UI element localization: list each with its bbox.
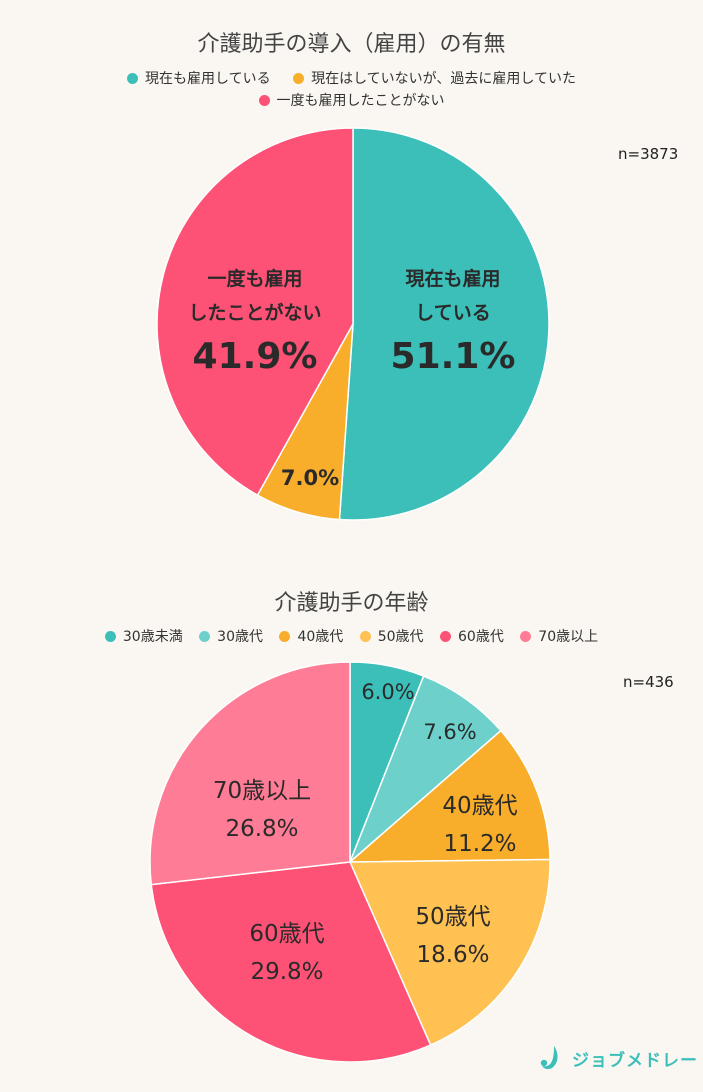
pie-slice xyxy=(149,661,351,886)
legend-dot-icon xyxy=(520,631,532,642)
slice-pct: 26.8% xyxy=(225,816,299,842)
slice-name: 60歳代 xyxy=(249,921,325,947)
logo-text: ジョブメドレー xyxy=(572,1050,698,1071)
chart2-legend: 30歳未満 30歳代 40歳代 50歳代 60歳代 70歳以上 xyxy=(0,626,703,648)
slice-label-40s: 40歳代 11.2% xyxy=(425,787,535,863)
legend-dot-icon xyxy=(293,73,305,84)
legend-item: 30歳未満 xyxy=(104,626,183,648)
legend-dot-icon xyxy=(127,73,139,84)
legend-label: 現在も雇用している xyxy=(145,71,271,87)
slice-pct: 18.6% xyxy=(416,942,490,968)
legend-dot-icon xyxy=(440,631,451,642)
slice-label-60s: 60歳代 29.8% xyxy=(232,915,342,991)
legend-label: 40歳代 xyxy=(297,629,344,645)
legend-item: 50歳代 xyxy=(359,626,424,648)
slice-label-70plus: 70歳以上 26.8% xyxy=(192,772,332,848)
legend-dot-icon xyxy=(199,631,211,642)
legend-item: 30歳代 xyxy=(199,626,263,648)
legend-label: 50歳代 xyxy=(377,629,424,645)
slice-label-past: 7.0% xyxy=(280,466,340,490)
slice-pct: 29.8% xyxy=(250,959,324,985)
pie-slice xyxy=(348,858,551,1047)
pie-slice xyxy=(338,127,550,521)
chart1-legend: 現在も雇用している 現在はしていないが、過去に雇用していた 一度も雇用したことが… xyxy=(0,68,703,112)
jobmedley-logo-icon xyxy=(540,1046,558,1070)
jobmedley-logo: ジョブメドレー xyxy=(540,1045,698,1071)
legend-dot-icon xyxy=(279,631,291,642)
slice-label-line: したことがない xyxy=(188,302,322,324)
legend-label: 70歳以上 xyxy=(538,629,599,645)
legend-label: 一度も雇用したことがない xyxy=(276,93,445,109)
slice-label-never: 一度も雇用 したことがない 41.9% xyxy=(165,262,345,377)
chart1-pie xyxy=(156,127,550,521)
chart2-sample-size: n=436 xyxy=(623,673,674,691)
legend-item: 現在も雇用している xyxy=(127,68,271,90)
legend-label: 60歳代 xyxy=(458,629,504,645)
legend-label: 30歳代 xyxy=(217,629,263,645)
legend-item: 現在はしていないが、過去に雇用していた xyxy=(293,68,576,90)
legend-item: 40歳代 xyxy=(279,626,343,648)
slice-pct: 11.2% xyxy=(443,831,517,857)
legend-label: 現在はしていないが、過去に雇用していた xyxy=(311,71,576,87)
slice-pct: 51.1% xyxy=(390,336,516,377)
pie-slice xyxy=(156,127,354,497)
slice-pct: 41.9% xyxy=(192,336,318,377)
slice-name: 50歳代 xyxy=(415,904,491,930)
chart2-title: 介護助手の年齢 xyxy=(274,591,429,616)
slice-label-line: している xyxy=(415,302,491,324)
legend-dot-icon xyxy=(258,95,270,106)
slice-label-50s: 50歳代 18.6% xyxy=(398,898,508,974)
legend-dot-icon xyxy=(359,631,371,642)
legend-item: 60歳代 xyxy=(440,626,504,648)
slice-label-line: 一度も雇用 xyxy=(207,268,303,290)
legend-item: 一度も雇用したことがない xyxy=(258,90,445,112)
slice-name: 70歳以上 xyxy=(212,778,312,804)
pie-slice xyxy=(349,675,502,863)
pie-slice xyxy=(347,729,551,863)
slice-label-under30: 6.0% xyxy=(361,680,415,704)
chart1-sample-size: n=3873 xyxy=(618,145,679,163)
chart1-title: 介護助手の導入（雇用）の有無 xyxy=(197,32,506,57)
pie-slice xyxy=(150,861,432,1063)
legend-dot-icon xyxy=(104,631,116,642)
slice-label-line: 現在も雇用 xyxy=(405,268,501,290)
slice-name: 40歳代 xyxy=(442,793,518,819)
legend-item: 70歳以上 xyxy=(520,626,598,648)
legend-label: 30歳未満 xyxy=(122,629,183,645)
slice-label-30s: 7.6% xyxy=(423,720,477,744)
slice-label-current: 現在も雇用 している 51.1% xyxy=(378,262,528,377)
